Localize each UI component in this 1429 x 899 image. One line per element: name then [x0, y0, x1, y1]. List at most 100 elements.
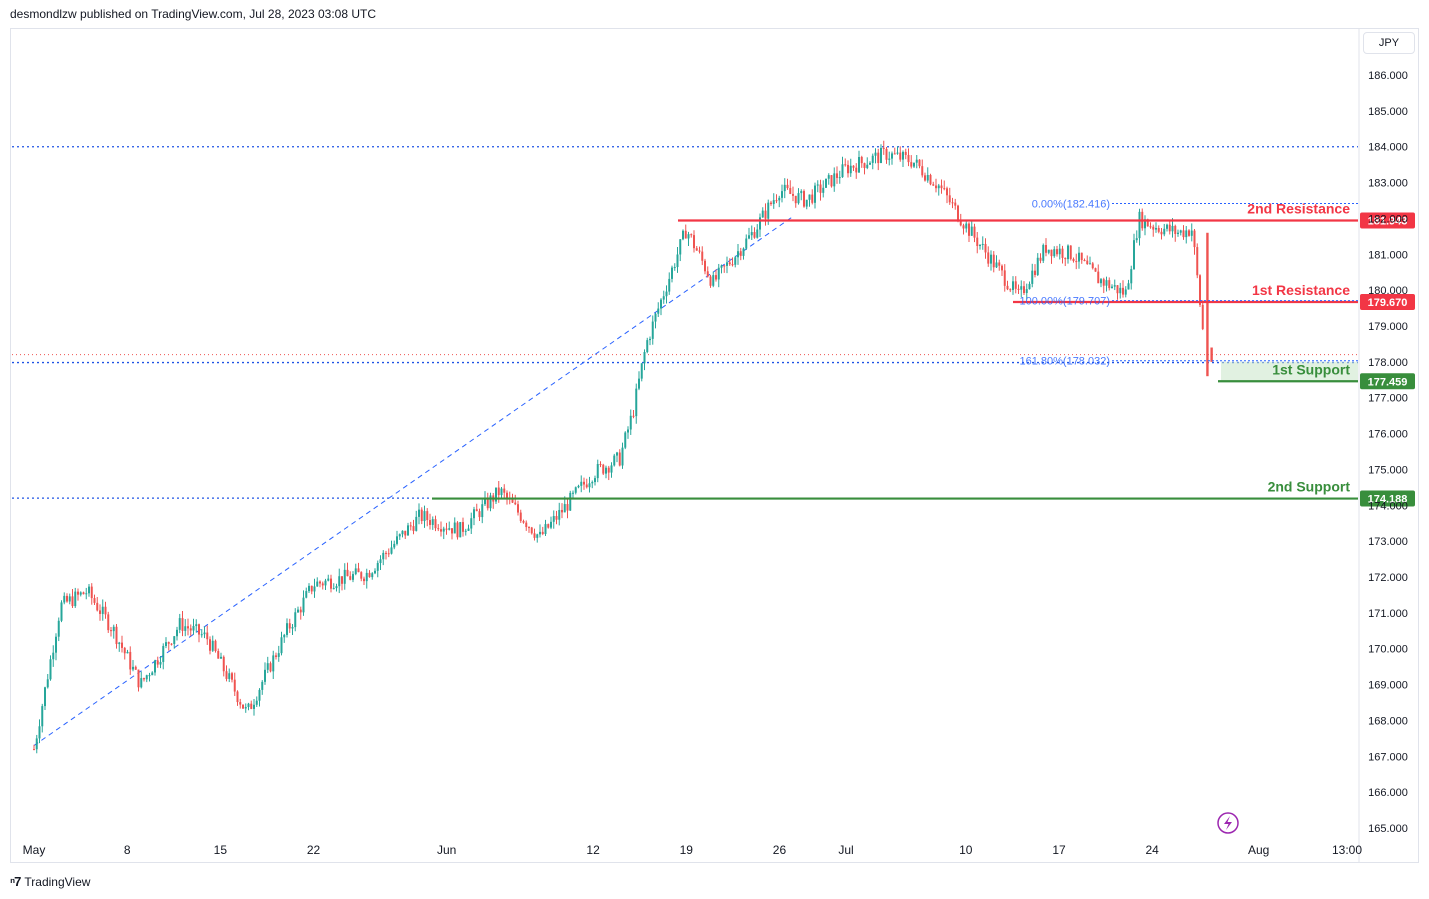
candle-body: [786, 184, 789, 189]
candle-body: [96, 602, 99, 611]
candle-body: [269, 663, 272, 672]
candle-body: [954, 202, 957, 206]
candle-body: [1042, 245, 1045, 261]
candle-body: [129, 651, 132, 670]
chart-pane[interactable]: [10, 28, 1419, 863]
candle-body: [484, 498, 486, 505]
candle-body: [981, 243, 984, 245]
candle-body: [893, 153, 896, 155]
candle-body: [302, 597, 305, 613]
candle-body: [583, 481, 585, 485]
candle-body: [547, 524, 550, 528]
candle-body: [750, 232, 753, 236]
candle-body: [566, 504, 569, 511]
candle-body: [819, 184, 822, 193]
candle-body: [239, 702, 242, 705]
candle-body: [651, 321, 654, 339]
candle-body: [63, 595, 66, 603]
candle-body: [38, 726, 41, 739]
candle-body: [132, 666, 134, 670]
candle-body: [992, 254, 995, 268]
candle-body: [1210, 347, 1213, 362]
candle-body: [607, 467, 610, 473]
candle-body: [423, 511, 426, 522]
candle-body: [486, 498, 489, 509]
trendline-dashed[interactable]: [33, 216, 794, 746]
candle-body: [495, 487, 497, 502]
x-tick-label: 17: [1052, 843, 1066, 857]
candle-body: [437, 528, 440, 530]
candle-body: [891, 153, 893, 159]
candle-body: [638, 378, 640, 389]
candle-body: [1075, 261, 1078, 263]
candle-body: [847, 164, 849, 174]
candle-body: [657, 308, 660, 314]
candle-body: [1086, 260, 1089, 265]
candle-body: [343, 569, 346, 584]
candle-body: [690, 234, 693, 236]
candle-body: [121, 642, 123, 648]
candle-body: [200, 634, 203, 636]
y-tick-label: 185.000: [1368, 106, 1408, 118]
candle-body: [506, 492, 508, 499]
candle-body: [541, 531, 544, 535]
y-tick-label: 165.000: [1368, 823, 1408, 835]
candle-body: [165, 642, 167, 646]
candle-body: [181, 618, 184, 631]
candle-body: [673, 267, 676, 269]
candle-body: [756, 229, 759, 238]
candle-body: [264, 669, 266, 682]
y-tick-label: 166.000: [1368, 787, 1408, 799]
candle-body: [687, 234, 690, 239]
candle-body: [1177, 232, 1179, 234]
candle-body: [979, 244, 981, 246]
candle-body: [968, 223, 970, 236]
y-tick-label: 177.000: [1368, 393, 1408, 405]
candle-body: [390, 547, 393, 554]
candle-body: [360, 572, 363, 579]
candle-body: [676, 254, 679, 268]
candle-body: [338, 576, 341, 587]
candle-body: [145, 675, 148, 680]
candle-body: [341, 576, 343, 584]
candle-body: [888, 158, 891, 160]
candle-body: [167, 642, 170, 644]
candle-body: [299, 609, 302, 613]
candle-body: [1133, 240, 1135, 270]
candle-body: [734, 257, 737, 265]
lightning-icon[interactable]: [1217, 812, 1239, 834]
candle-body: [214, 640, 217, 652]
candle-body: [731, 264, 734, 266]
candle-body: [371, 573, 374, 578]
candle-body: [896, 152, 899, 154]
candle-body: [242, 704, 244, 709]
candle-body: [112, 626, 115, 632]
candle-body: [1152, 226, 1155, 230]
candle-body: [1009, 289, 1012, 291]
candle-body: [1061, 248, 1064, 258]
price-tag-label: 174.188: [1368, 494, 1408, 506]
candle-body: [833, 173, 836, 187]
candle-body: [577, 485, 580, 488]
candle-body: [654, 313, 657, 322]
y-tick-label: 186.000: [1368, 70, 1408, 82]
candle-body: [973, 226, 976, 238]
candle-body: [1138, 211, 1141, 239]
candle-body: [123, 647, 126, 654]
y-tick-label: 180.000: [1368, 285, 1408, 297]
level-name-label: 1st Resistance: [1252, 282, 1350, 298]
candle-body: [368, 572, 371, 578]
candle-body: [1179, 230, 1182, 233]
candle-body: [704, 260, 706, 272]
candle-body: [470, 518, 473, 529]
candle-body: [778, 197, 781, 201]
candle-body: [1047, 249, 1050, 253]
candle-body: [1119, 287, 1122, 294]
candle-body: [720, 265, 723, 268]
currency-button[interactable]: JPY: [1363, 32, 1415, 54]
candle-body: [1166, 224, 1168, 229]
candle-body: [407, 525, 409, 536]
candle-body: [412, 526, 415, 531]
level-name-label: 2nd Resistance: [1247, 200, 1350, 216]
